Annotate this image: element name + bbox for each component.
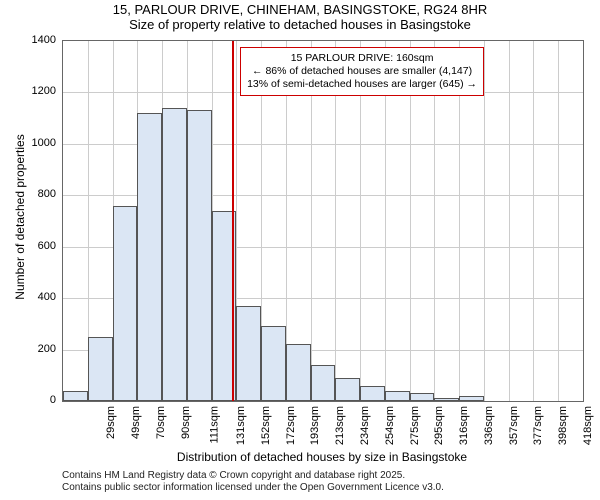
bar <box>187 110 212 401</box>
x-tick-label: 336sqm <box>483 406 495 445</box>
x-tick-label: 49sqm <box>130 406 142 439</box>
x-tick-label: 234sqm <box>359 406 371 445</box>
chart-title-line2: Size of property relative to detached ho… <box>0 17 600 34</box>
x-tick-label: 275sqm <box>409 406 421 445</box>
grid-v <box>484 41 485 401</box>
annotation-line1: 15 PARLOUR DRIVE: 160sqm <box>247 52 477 65</box>
annotation-line2: ← 86% of detached houses are smaller (4,… <box>247 65 477 78</box>
bar <box>113 206 138 401</box>
y-tick-label: 1200 <box>0 85 56 97</box>
x-tick-label: 90sqm <box>180 406 192 439</box>
x-tick-label: 131sqm <box>235 406 247 445</box>
y-axis-label: Number of detached properties <box>13 127 27 307</box>
grid-v <box>558 41 559 401</box>
x-tick-label: 316sqm <box>458 406 470 445</box>
bar <box>360 386 385 401</box>
x-tick-label: 172sqm <box>285 406 297 445</box>
x-tick-label: 295sqm <box>433 406 445 445</box>
bar <box>63 391 88 401</box>
bar <box>434 398 459 401</box>
footer-line2: Contains public sector information licen… <box>62 482 444 493</box>
x-tick-label: 29sqm <box>105 406 117 439</box>
x-tick-label: 254sqm <box>384 406 396 445</box>
x-tick-label: 377sqm <box>532 406 544 445</box>
plot-area: 15 PARLOUR DRIVE: 160sqm ← 86% of detach… <box>62 40 584 402</box>
chart-title-line1: 15, PARLOUR DRIVE, CHINEHAM, BASINGSTOKE… <box>0 0 600 17</box>
x-tick-label: 418sqm <box>582 406 594 445</box>
x-tick-label: 193sqm <box>310 406 322 445</box>
x-tick-label: 213sqm <box>334 406 346 445</box>
grid-v <box>533 41 534 401</box>
x-tick-label: 152sqm <box>260 406 272 445</box>
bar <box>311 365 336 401</box>
x-tick-label: 111sqm <box>209 406 221 444</box>
y-tick-label: 1400 <box>0 34 56 46</box>
x-tick-label: 398sqm <box>557 406 569 445</box>
y-tick-label: 200 <box>0 343 56 355</box>
bar <box>88 337 113 401</box>
x-axis-label: Distribution of detached houses by size … <box>62 450 582 464</box>
annotation-box: 15 PARLOUR DRIVE: 160sqm ← 86% of detach… <box>240 47 484 96</box>
x-tick-label: 70sqm <box>155 406 167 439</box>
bar <box>137 113 162 401</box>
bar <box>335 378 360 401</box>
footer-line1: Contains HM Land Registry data © Crown c… <box>62 470 405 481</box>
y-tick-label: 0 <box>0 394 56 406</box>
annotation-line3: 13% of semi-detached houses are larger (… <box>247 78 477 91</box>
bar <box>385 391 410 401</box>
bar <box>261 326 286 401</box>
y-tick-label: 400 <box>0 291 56 303</box>
bar <box>162 108 187 401</box>
bar <box>286 344 311 401</box>
x-tick-label: 357sqm <box>508 406 520 445</box>
y-tick-label: 1000 <box>0 137 56 149</box>
bar <box>410 393 435 401</box>
y-tick-label: 800 <box>0 188 56 200</box>
bar <box>236 306 261 401</box>
marker-line <box>232 41 234 401</box>
y-tick-label: 600 <box>0 240 56 252</box>
grid-v <box>509 41 510 401</box>
chart-container: 15, PARLOUR DRIVE, CHINEHAM, BASINGSTOKE… <box>0 0 600 500</box>
bar <box>459 396 484 401</box>
